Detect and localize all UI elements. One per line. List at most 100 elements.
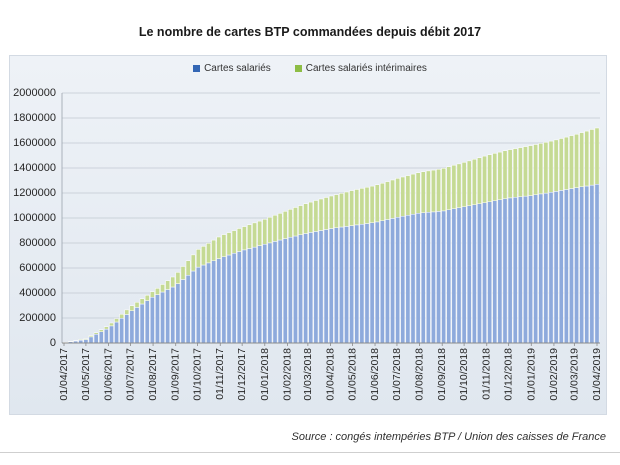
y-tick-label: 0 (50, 337, 56, 349)
bar-cartes-salaries-interimaires (155, 288, 159, 294)
bar-cartes-salaries (426, 212, 430, 343)
bar-cartes-salaries (590, 185, 594, 343)
x-tick-label: 01/04/2019 (591, 348, 603, 401)
bar-cartes-salaries-interimaires (160, 285, 164, 293)
bar-cartes-salaries-interimaires (99, 330, 103, 332)
bar-cartes-salaries-interimaires (227, 233, 231, 255)
bar-cartes-salaries (114, 322, 118, 343)
bar-cartes-salaries-interimaires (549, 141, 553, 192)
bar-cartes-salaries-interimaires (298, 206, 302, 235)
legend-swatch-fill (193, 65, 200, 72)
x-tick-label: 01/02/2019 (548, 348, 560, 401)
bar-cartes-salaries (477, 204, 481, 343)
bar-cartes-salaries (574, 188, 578, 343)
bar-cartes-salaries-interimaires (212, 240, 216, 261)
bar-cartes-salaries-interimaires (74, 341, 78, 342)
bar-cartes-salaries (334, 228, 338, 343)
bar-cartes-salaries-interimaires (237, 229, 241, 252)
bar-cartes-salaries-interimaires (293, 208, 297, 237)
bar-cartes-salaries-interimaires (242, 227, 246, 250)
y-tick-label: 600000 (19, 262, 56, 274)
x-tick-label: 01/04/2017 (58, 348, 70, 401)
bar-cartes-salaries-interimaires (334, 195, 338, 228)
bar-cartes-salaries-interimaires (171, 277, 175, 287)
x-tick-label: 01/05/2017 (80, 348, 92, 401)
bar-cartes-salaries-interimaires (513, 149, 517, 198)
bar-cartes-salaries-interimaires (278, 213, 282, 240)
bar-cartes-salaries-interimaires (442, 168, 446, 211)
x-tick-label: 01/02/2018 (281, 348, 293, 401)
bar-cartes-salaries (293, 236, 297, 343)
bar-cartes-salaries-interimaires (206, 243, 210, 263)
bar-cartes-salaries-interimaires (339, 193, 343, 227)
bar-cartes-salaries-interimaires (426, 171, 430, 212)
bar-cartes-salaries-interimaires (232, 231, 236, 254)
bar-cartes-salaries-interimaires (564, 137, 568, 189)
bar-cartes-salaries (467, 206, 471, 343)
x-tick-label: 01/07/2018 (391, 348, 403, 401)
bar-cartes-salaries-interimaires (559, 139, 563, 191)
bar-cartes-salaries (99, 332, 103, 343)
bar-cartes-salaries (370, 223, 374, 343)
bar-cartes-salaries (84, 340, 88, 344)
bar-cartes-salaries-interimaires (503, 151, 507, 199)
bar-cartes-salaries (171, 287, 175, 343)
bar-cartes-salaries-interimaires (319, 199, 323, 231)
bar-cartes-salaries (375, 222, 379, 343)
bar-cartes-salaries-interimaires (84, 339, 88, 340)
bar-cartes-salaries (539, 194, 543, 343)
bar-cartes-salaries-interimaires (523, 147, 527, 197)
bar-cartes-salaries-interimaires (329, 196, 333, 229)
bar-cartes-salaries (309, 232, 313, 343)
bar-cartes-salaries (130, 311, 134, 343)
bar-cartes-salaries (166, 290, 170, 344)
bar-cartes-salaries-interimaires (186, 261, 190, 276)
x-tick-label: 01/03/2018 (302, 348, 314, 401)
bar-cartes-salaries-interimaires (585, 131, 589, 186)
bar-cartes-salaries-interimaires (518, 148, 522, 197)
x-tick-label: 01/07/2017 (124, 348, 136, 401)
y-tick-label: 800000 (19, 237, 56, 249)
bar-cartes-salaries (222, 257, 226, 343)
bar-cartes-salaries (104, 329, 108, 343)
bar-cartes-salaries-interimaires (344, 192, 348, 226)
x-tick-label: 01/12/2018 (503, 348, 515, 401)
bar-cartes-salaries (390, 218, 394, 343)
x-tick-label: 01/11/2018 (481, 348, 493, 400)
bar-cartes-salaries (324, 230, 328, 344)
legend-swatch-cartes-salaries-interimaires (295, 65, 302, 72)
bar-cartes-salaries-interimaires (375, 185, 379, 222)
bar-cartes-salaries-interimaires (176, 272, 180, 283)
bar-cartes-salaries (396, 217, 400, 343)
bar-cartes-salaries-interimaires (314, 201, 318, 232)
bar-cartes-salaries (385, 220, 389, 344)
bar-cartes-salaries-interimaires (457, 164, 461, 208)
bar-cartes-salaries-interimaires (263, 219, 267, 244)
bar-cartes-salaries-interimaires (191, 255, 195, 271)
bar-cartes-salaries (488, 202, 492, 343)
bar-cartes-salaries-interimaires (539, 143, 543, 194)
legend-item-cartes-salaries-interimaires: Cartes salariés intérimaires (295, 63, 427, 74)
bar-cartes-salaries (523, 196, 527, 343)
bar-cartes-salaries (160, 292, 164, 343)
bar-cartes-salaries-interimaires (114, 319, 118, 322)
bar-cartes-salaries-interimaires (89, 336, 93, 337)
bottom-rule (0, 452, 620, 453)
bar-cartes-salaries (365, 224, 369, 344)
bar-cartes-salaries (462, 207, 466, 343)
source-note: Source : congés intempéries BTP / Union … (292, 431, 606, 443)
bar-cartes-salaries-interimaires (498, 152, 502, 200)
bar-cartes-salaries (411, 214, 415, 343)
bar-cartes-salaries-interimaires (390, 180, 394, 218)
bar-cartes-salaries (155, 295, 159, 343)
bar-cartes-salaries (549, 192, 553, 343)
y-tick-label: 1600000 (13, 137, 56, 149)
bar-cartes-salaries (416, 213, 420, 343)
bar-cartes-salaries-interimaires (580, 133, 584, 187)
bar-cartes-salaries (508, 198, 512, 343)
bar-cartes-salaries-interimaires (421, 172, 425, 213)
x-tick-label: 01/08/2018 (414, 348, 426, 401)
bar-cartes-salaries (380, 221, 384, 343)
bar-cartes-salaries-interimaires (309, 202, 313, 232)
